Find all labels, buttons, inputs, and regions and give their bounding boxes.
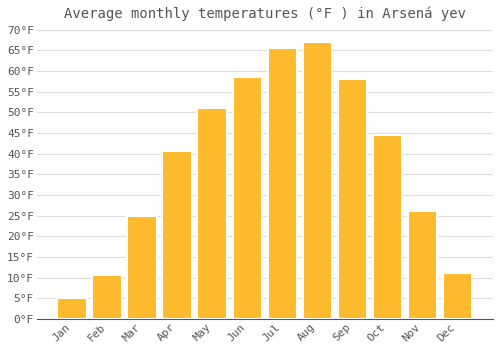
Bar	[162, 152, 192, 319]
Bar	[408, 211, 438, 319]
Bar	[338, 79, 368, 319]
Bar	[372, 135, 402, 319]
Bar	[198, 108, 228, 319]
Bar	[92, 275, 122, 319]
Title: Average monthly temperatures (°F ) in Arsená yev: Average monthly temperatures (°F ) in Ar…	[64, 7, 466, 21]
Bar	[58, 298, 87, 319]
Bar	[442, 273, 472, 319]
Bar	[268, 48, 298, 319]
Bar	[128, 216, 157, 319]
Bar	[302, 42, 332, 319]
Bar	[232, 77, 262, 319]
